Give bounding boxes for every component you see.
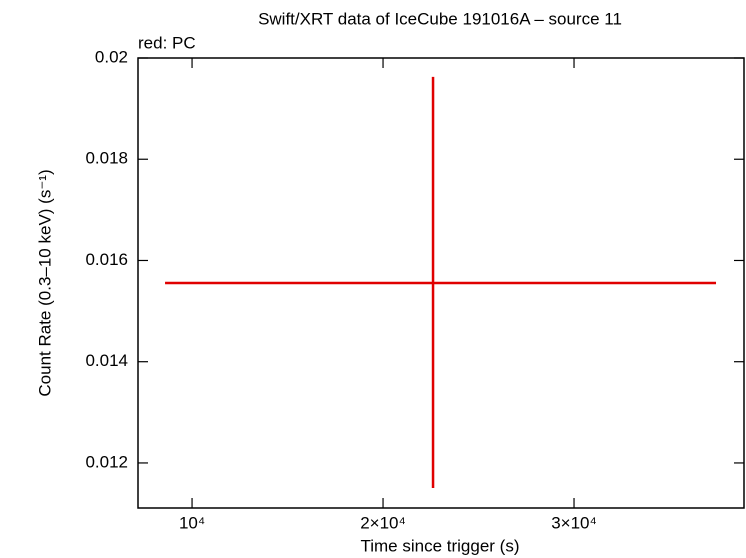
- y-axis-label: Count Rate (0.3–10 keV) (s⁻¹): [35, 169, 54, 396]
- annotation: red: PC: [138, 33, 196, 52]
- y-tick-label: 0.014: [85, 351, 128, 370]
- plot-frame: [137, 57, 745, 509]
- y-tick-label: 0.012: [85, 452, 128, 471]
- y-tick-label: 0.016: [85, 250, 128, 269]
- x-tick-label: 2×10⁴: [360, 513, 406, 532]
- x-tick-label: 10⁴: [179, 513, 205, 532]
- y-tick-label: 0.02: [95, 47, 128, 66]
- x-axis-label: Time since trigger (s): [360, 536, 519, 555]
- chart-title: Swift/XRT data of IceCube 191016A – sour…: [258, 9, 622, 28]
- y-tick-label: 0.018: [85, 149, 128, 168]
- x-tick-label: 3×10⁴: [551, 513, 597, 532]
